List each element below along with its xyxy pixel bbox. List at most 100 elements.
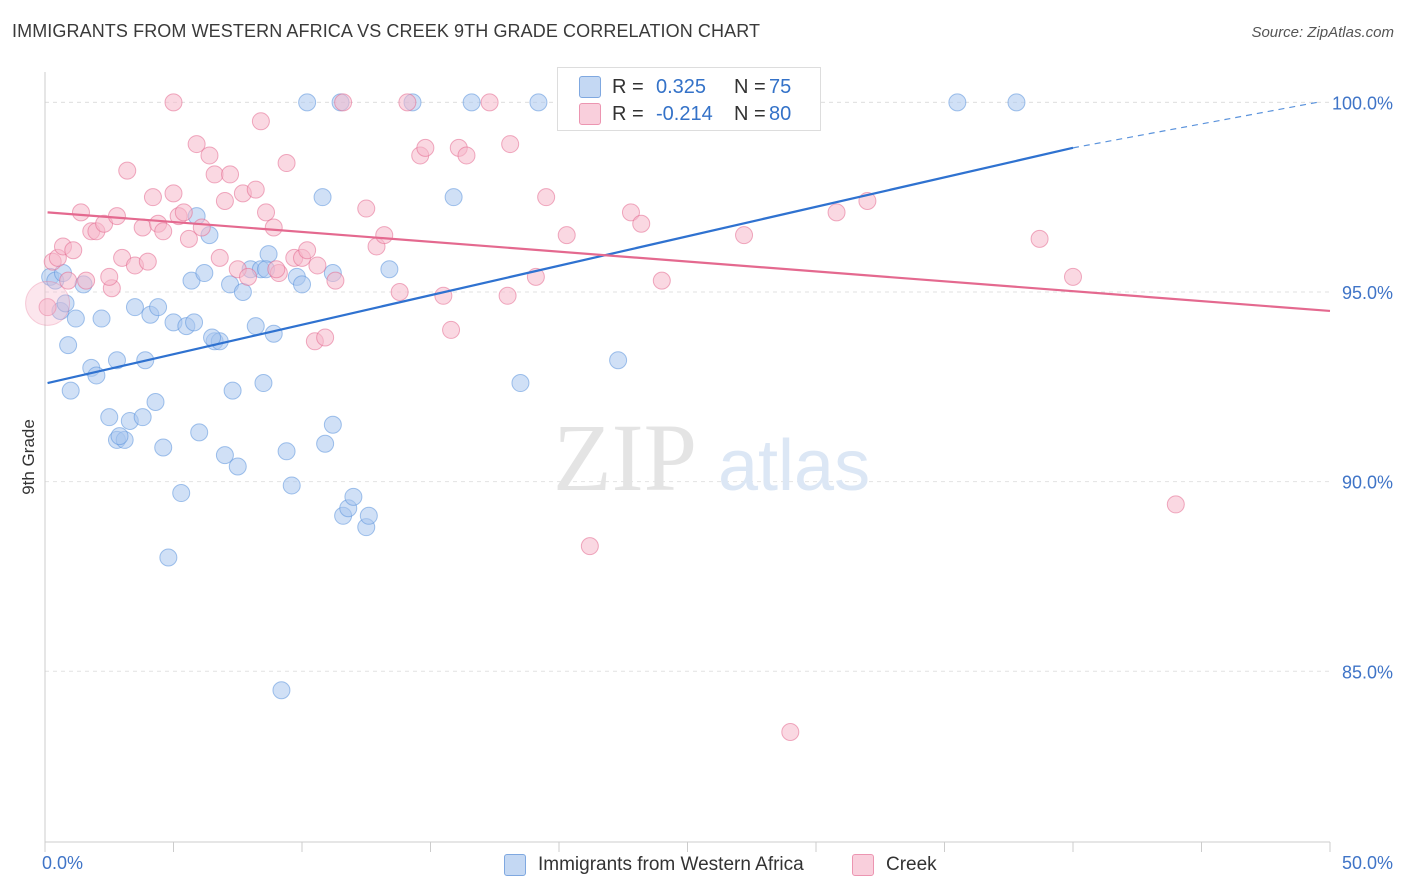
legend-n-label: N =: [734, 102, 766, 125]
data-point: [735, 226, 754, 245]
data-point: [210, 248, 229, 267]
data-point: [174, 203, 193, 222]
stats-legend: R = 0.325 N = 75 R = -0.214 N = 80: [557, 67, 821, 131]
data-point: [609, 351, 628, 370]
data-point: [344, 487, 363, 506]
data-point: [948, 93, 967, 112]
data-point: [293, 275, 311, 294]
data-point: [228, 457, 247, 476]
data-point: [246, 180, 265, 199]
data-point: [239, 267, 258, 286]
data-point-cluster: [25, 280, 71, 326]
data-point: [56, 294, 75, 313]
data-point: [187, 135, 206, 154]
data-point: [390, 283, 409, 301]
data-point: [272, 681, 291, 700]
legend-item-creek: Creek: [852, 852, 937, 878]
data-point: [143, 188, 162, 207]
legend-label-western-africa: Immigrants from Western Africa: [538, 854, 804, 875]
data-point: [92, 309, 111, 328]
data-point: [149, 298, 168, 317]
data-point: [223, 381, 242, 400]
legend-label-creek: Creek: [886, 854, 937, 875]
data-point: [215, 191, 234, 210]
data-point: [267, 260, 286, 279]
x-tick-label: 50.0%: [1342, 853, 1393, 873]
data-point: [246, 317, 265, 336]
data-point: [172, 484, 191, 503]
data-point: [480, 93, 499, 112]
data-point: [632, 214, 651, 233]
data-point: [298, 93, 317, 112]
data-point: [146, 393, 165, 411]
data-point: [277, 442, 296, 461]
data-point: [110, 427, 129, 446]
data-point: [257, 203, 276, 222]
data-point: [457, 146, 476, 165]
legend-item-western-africa: Immigrants from Western Africa: [504, 852, 804, 878]
series-western-africa: [41, 93, 1026, 700]
data-point: [316, 328, 335, 347]
legend-swatch-western-africa: [579, 76, 601, 98]
data-point: [375, 226, 394, 245]
data-point: [71, 203, 90, 222]
legend-r-label: R =: [612, 102, 644, 125]
data-point: [580, 537, 599, 556]
data-point: [164, 184, 183, 203]
data-point: [298, 241, 317, 260]
data-point: [316, 434, 335, 453]
data-point: [100, 267, 119, 286]
data-point: [359, 506, 378, 525]
data-point: [61, 381, 80, 400]
data-point: [264, 218, 283, 237]
data-point: [215, 446, 234, 465]
data-point: [118, 161, 137, 180]
data-point: [133, 218, 152, 237]
data-point: [154, 222, 173, 241]
y-tick-label: 85.0%: [1342, 662, 1393, 682]
legend-swatch-creek: [579, 103, 601, 125]
data-point: [1064, 267, 1082, 286]
data-point: [205, 165, 224, 184]
watermark: ZIP atlas: [553, 404, 870, 511]
data-point: [827, 203, 846, 222]
data-point: [323, 415, 342, 434]
data-point: [59, 271, 78, 290]
data-point: [200, 146, 219, 165]
data-point: [251, 112, 270, 131]
chart-title: IMMIGRANTS FROM WESTERN AFRICA VS CREEK …: [12, 21, 761, 41]
y-tick-label: 90.0%: [1342, 473, 1393, 493]
data-point: [357, 199, 376, 218]
data-point: [529, 93, 548, 112]
data-point: [64, 241, 83, 260]
points: [25, 93, 1185, 741]
data-point: [380, 260, 399, 279]
data-point: [66, 309, 85, 328]
data-point: [254, 374, 273, 393]
data-point: [59, 336, 78, 355]
data-point: [179, 229, 198, 248]
data-point: [233, 283, 252, 301]
data-point: [259, 245, 278, 264]
data-point: [77, 271, 96, 290]
data-point: [537, 188, 556, 207]
y-axis-label: 9th Grade: [19, 419, 38, 495]
y-tick-label: 100.0%: [1332, 93, 1393, 113]
data-point: [192, 218, 211, 237]
data-point: [781, 723, 800, 741]
data-point: [444, 188, 463, 207]
data-point: [190, 423, 209, 442]
data-point: [326, 271, 345, 290]
legend-r-value: 0.325: [656, 75, 707, 98]
data-point: [1030, 229, 1049, 248]
legend-swatch-creek: [852, 854, 874, 876]
data-point: [164, 93, 183, 112]
data-point: [1007, 93, 1026, 112]
trend-line: [47, 146, 1074, 385]
y-tick-label: 95.0%: [1342, 283, 1393, 303]
data-point: [100, 408, 119, 427]
data-point: [38, 298, 57, 317]
data-point: [221, 165, 240, 184]
legend-n-value: 80: [769, 102, 792, 125]
